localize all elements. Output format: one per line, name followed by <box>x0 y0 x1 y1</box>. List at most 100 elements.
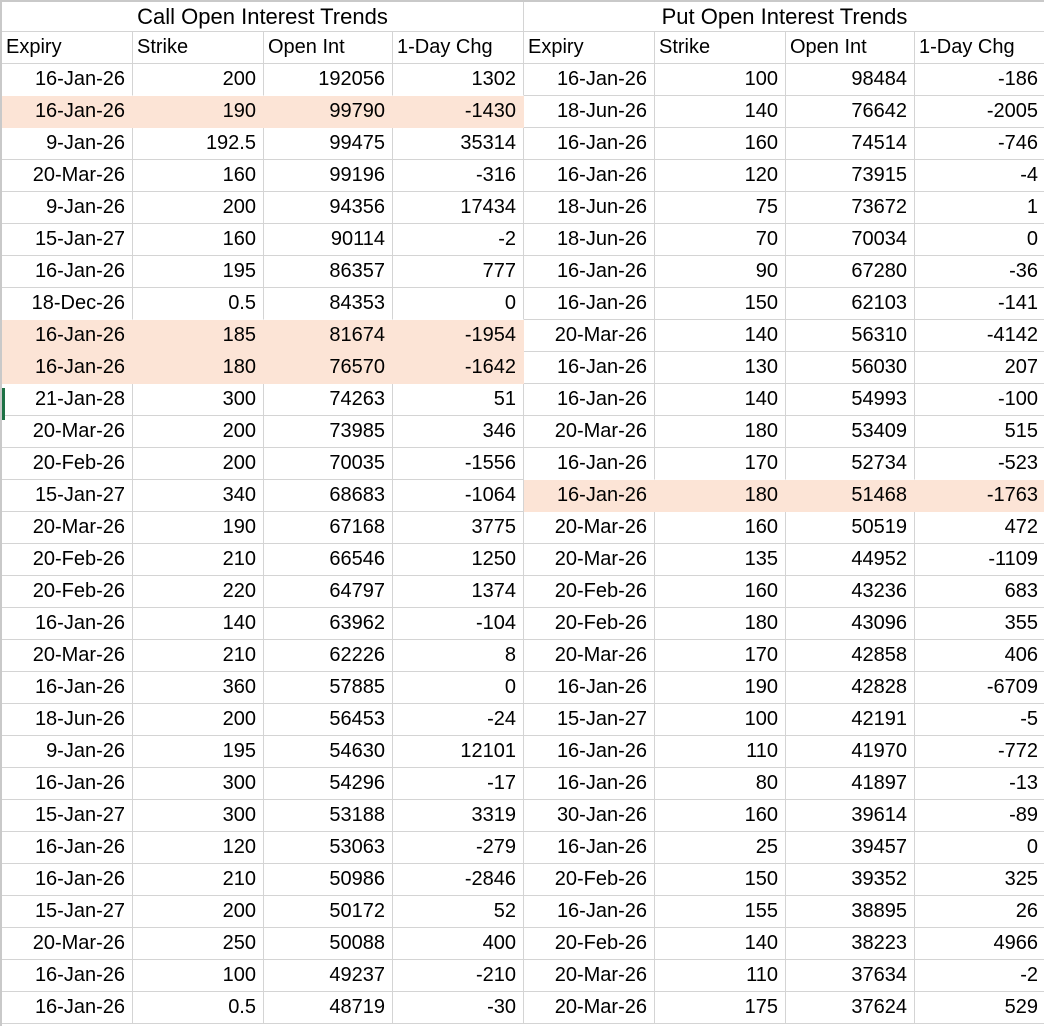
cell-expiry[interactable]: 16-Jan-26 <box>524 288 655 320</box>
cell-strike[interactable]: 300 <box>133 800 264 832</box>
cell-expiry[interactable]: 20-Feb-26 <box>2 544 133 576</box>
cell-strike[interactable]: 190 <box>133 96 264 128</box>
cell-expiry[interactable]: 20-Mar-26 <box>524 640 655 672</box>
cell-1day-chg[interactable]: -2 <box>915 960 1044 992</box>
cell-expiry[interactable]: 16-Jan-26 <box>524 352 655 384</box>
cell-open-int[interactable]: 68683 <box>264 480 393 512</box>
cell-1day-chg[interactable]: -17 <box>393 768 524 800</box>
cell-strike[interactable]: 170 <box>655 640 786 672</box>
cell-expiry[interactable]: 18-Jun-26 <box>2 704 133 736</box>
cell-strike[interactable]: 210 <box>133 864 264 896</box>
cell-strike[interactable]: 180 <box>655 608 786 640</box>
cell-expiry[interactable]: 20-Mar-26 <box>524 992 655 1024</box>
cell-strike[interactable]: 155 <box>655 896 786 928</box>
call-table-title[interactable]: Call Open Interest Trends <box>2 2 524 32</box>
cell-expiry[interactable]: 20-Feb-26 <box>524 928 655 960</box>
cell-strike[interactable]: 130 <box>655 352 786 384</box>
cell-strike[interactable]: 120 <box>655 160 786 192</box>
cell-expiry[interactable]: 9-Jan-26 <box>2 128 133 160</box>
cell-open-int[interactable]: 57885 <box>264 672 393 704</box>
cell-open-int[interactable]: 66546 <box>264 544 393 576</box>
cell-expiry[interactable]: 16-Jan-26 <box>2 672 133 704</box>
cell-open-int[interactable]: 73985 <box>264 416 393 448</box>
cell-open-int[interactable]: 50172 <box>264 896 393 928</box>
cell-1day-chg[interactable]: -24 <box>393 704 524 736</box>
cell-expiry[interactable]: 15-Jan-27 <box>524 704 655 736</box>
cell-expiry[interactable]: 16-Jan-26 <box>524 384 655 416</box>
cell-open-int[interactable]: 39614 <box>786 800 915 832</box>
cell-expiry[interactable]: 16-Jan-26 <box>524 896 655 928</box>
cell-1day-chg[interactable]: 52 <box>393 896 524 928</box>
cell-strike[interactable]: 160 <box>655 128 786 160</box>
cell-expiry[interactable]: 16-Jan-26 <box>524 448 655 480</box>
cell-open-int[interactable]: 84353 <box>264 288 393 320</box>
cell-strike[interactable]: 210 <box>133 544 264 576</box>
cell-open-int[interactable]: 76642 <box>786 96 915 128</box>
cell-1day-chg[interactable]: -89 <box>915 800 1044 832</box>
cell-expiry[interactable]: 20-Mar-26 <box>2 928 133 960</box>
cell-expiry[interactable]: 20-Mar-26 <box>524 544 655 576</box>
cell-strike[interactable]: 250 <box>133 928 264 960</box>
cell-strike[interactable]: 90 <box>655 256 786 288</box>
cell-strike[interactable]: 180 <box>133 352 264 384</box>
cell-1day-chg[interactable]: -1064 <box>393 480 524 512</box>
cell-strike[interactable]: 175 <box>655 992 786 1024</box>
cell-expiry[interactable]: 16-Jan-26 <box>2 864 133 896</box>
cell-strike[interactable]: 100 <box>133 960 264 992</box>
cell-strike[interactable]: 140 <box>655 320 786 352</box>
cell-1day-chg[interactable]: 35314 <box>393 128 524 160</box>
cell-1day-chg[interactable]: -100 <box>915 384 1044 416</box>
cell-open-int[interactable]: 62226 <box>264 640 393 672</box>
cell-open-int[interactable]: 56310 <box>786 320 915 352</box>
cell-1day-chg[interactable]: 777 <box>393 256 524 288</box>
cell-1day-chg[interactable]: 346 <box>393 416 524 448</box>
cell-open-int[interactable]: 37624 <box>786 992 915 1024</box>
cell-1day-chg[interactable]: -1642 <box>393 352 524 384</box>
cell-open-int[interactable]: 54296 <box>264 768 393 800</box>
cell-1day-chg[interactable]: 0 <box>915 224 1044 256</box>
cell-1day-chg[interactable]: 355 <box>915 608 1044 640</box>
cell-strike[interactable]: 210 <box>133 640 264 672</box>
cell-open-int[interactable]: 67168 <box>264 512 393 544</box>
cell-expiry[interactable]: 18-Jun-26 <box>524 192 655 224</box>
cell-1day-chg[interactable]: -30 <box>393 992 524 1024</box>
cell-expiry[interactable]: 18-Jun-26 <box>524 96 655 128</box>
cell-1day-chg[interactable]: -210 <box>393 960 524 992</box>
cell-1day-chg[interactable]: 1374 <box>393 576 524 608</box>
cell-strike[interactable]: 170 <box>655 448 786 480</box>
cell-expiry[interactable]: 20-Mar-26 <box>524 320 655 352</box>
cell-open-int[interactable]: 94356 <box>264 192 393 224</box>
cell-open-int[interactable]: 67280 <box>786 256 915 288</box>
cell-1day-chg[interactable]: -1109 <box>915 544 1044 576</box>
cell-expiry[interactable]: 18-Dec-26 <box>2 288 133 320</box>
cell-open-int[interactable]: 48719 <box>264 992 393 1024</box>
cell-expiry[interactable]: 20-Mar-26 <box>524 960 655 992</box>
cell-strike[interactable]: 100 <box>655 64 786 96</box>
cell-1day-chg[interactable]: 26 <box>915 896 1044 928</box>
cell-1day-chg[interactable]: 17434 <box>393 192 524 224</box>
put-header-strike[interactable]: Strike <box>655 32 786 64</box>
cell-1day-chg[interactable]: -141 <box>915 288 1044 320</box>
call-header-strike[interactable]: Strike <box>133 32 264 64</box>
cell-strike[interactable]: 200 <box>133 704 264 736</box>
cell-1day-chg[interactable]: 1 <box>915 192 1044 224</box>
cell-strike[interactable]: 75 <box>655 192 786 224</box>
cell-strike[interactable]: 120 <box>133 832 264 864</box>
cell-1day-chg[interactable]: -1954 <box>393 320 524 352</box>
cell-1day-chg[interactable]: -316 <box>393 160 524 192</box>
cell-1day-chg[interactable]: 400 <box>393 928 524 960</box>
cell-strike[interactable]: 220 <box>133 576 264 608</box>
cell-expiry[interactable]: 16-Jan-26 <box>2 768 133 800</box>
cell-open-int[interactable]: 76570 <box>264 352 393 384</box>
cell-expiry[interactable]: 9-Jan-26 <box>2 192 133 224</box>
call-header-1day-chg[interactable]: 1-Day Chg <box>393 32 524 64</box>
cell-strike[interactable]: 195 <box>133 256 264 288</box>
cell-open-int[interactable]: 62103 <box>786 288 915 320</box>
cell-strike[interactable]: 140 <box>133 608 264 640</box>
cell-1day-chg[interactable]: -1430 <box>393 96 524 128</box>
cell-strike[interactable]: 190 <box>133 512 264 544</box>
cell-expiry[interactable]: 16-Jan-26 <box>2 352 133 384</box>
cell-1day-chg[interactable]: 683 <box>915 576 1044 608</box>
cell-strike[interactable]: 160 <box>133 224 264 256</box>
cell-strike[interactable]: 140 <box>655 96 786 128</box>
